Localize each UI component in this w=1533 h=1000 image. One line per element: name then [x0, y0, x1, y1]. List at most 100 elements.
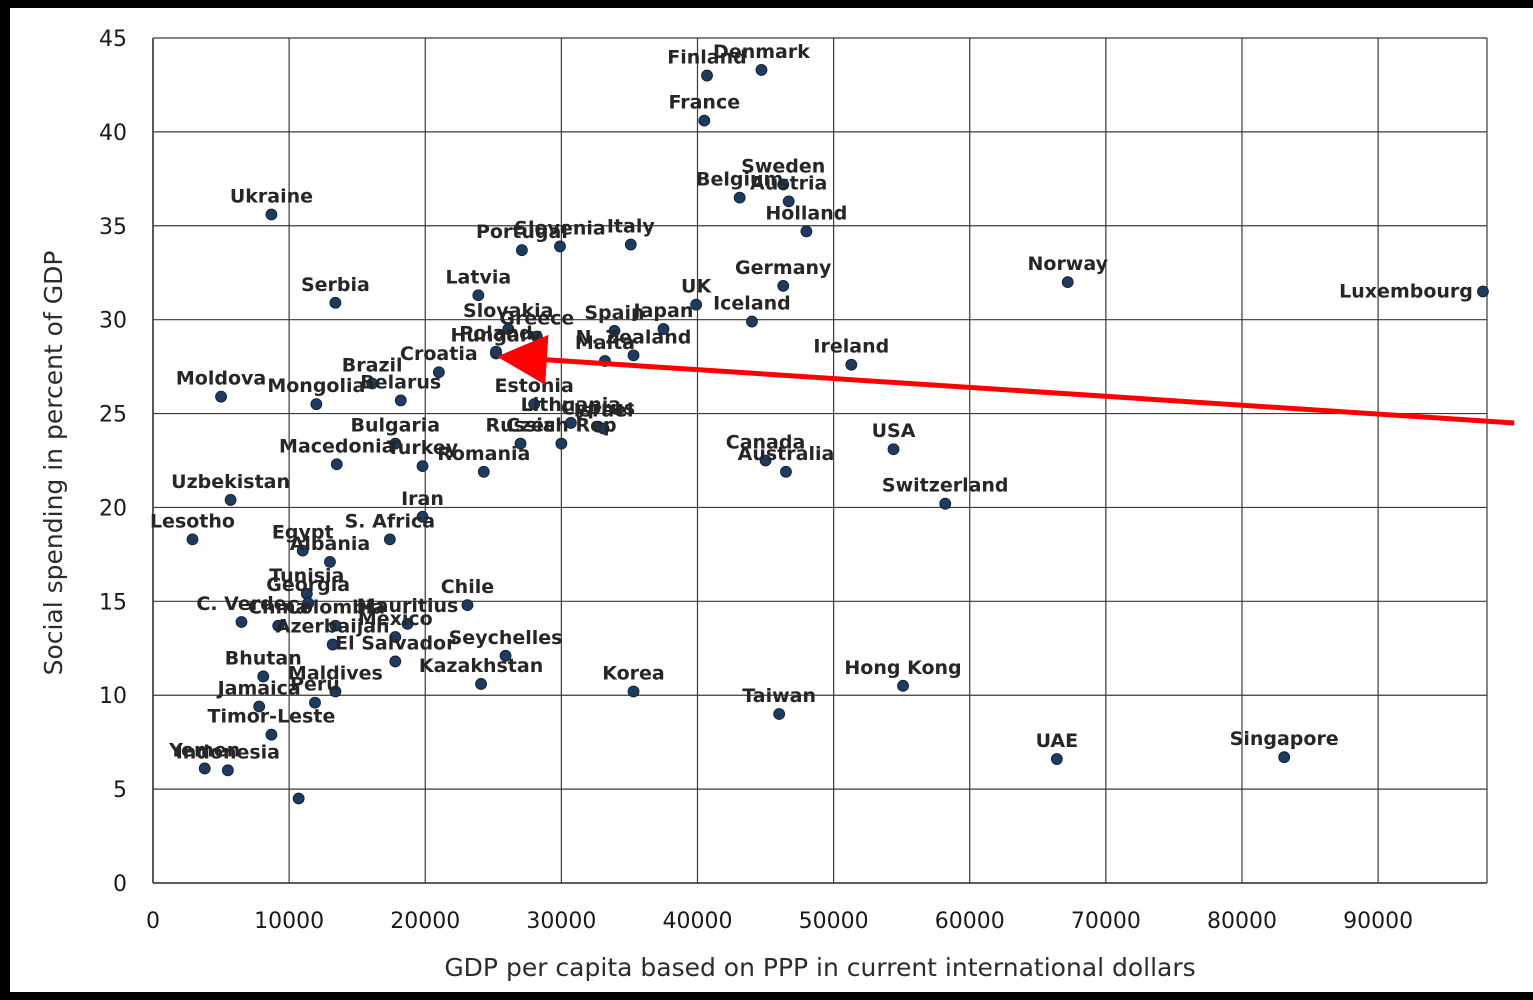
data-point — [475, 678, 487, 690]
point-label: Egypt — [272, 522, 334, 544]
data-point — [887, 443, 900, 456]
data-point — [253, 700, 266, 713]
point-label: Cyprus — [561, 398, 635, 420]
data-point — [502, 323, 515, 335]
data-point — [432, 366, 445, 379]
y-axis-title: Social spending in percent of GDP — [39, 251, 68, 676]
data-point — [366, 377, 379, 390]
point-label: Israel — [574, 400, 634, 422]
chart-area: 0 5 10 15 20 25 30 35 40 45 0 10000 20000 30000 40000 5… — [10, 8, 1533, 992]
data-point — [265, 728, 278, 741]
point-label: Seychelles — [449, 627, 563, 649]
data-point — [326, 638, 339, 651]
data-point — [1477, 285, 1489, 298]
data-point — [939, 497, 952, 510]
data-point — [528, 398, 541, 411]
point-label: Austria — [750, 172, 827, 194]
point-label: Poland — [459, 323, 532, 345]
data-point — [224, 494, 237, 506]
data-point — [690, 298, 703, 311]
data-point — [627, 349, 640, 362]
x-tick-label: 40000 — [662, 909, 732, 934]
data-point — [597, 422, 610, 435]
point-label: Moldova — [176, 368, 266, 390]
point-label: Chile — [441, 576, 494, 598]
red-arrow — [496, 334, 1515, 426]
data-point — [782, 195, 795, 208]
point-label: Indonesia — [176, 741, 280, 763]
point-label: Norway — [1027, 253, 1108, 275]
point-label: Iran — [401, 488, 444, 510]
point-label: Italy — [607, 216, 655, 238]
axes — [152, 38, 1488, 884]
data-point — [235, 616, 248, 628]
point-label: N. Zealand — [576, 326, 692, 348]
y-tick-label: 10 — [99, 684, 127, 709]
data-point — [257, 670, 270, 683]
data-point — [324, 556, 336, 568]
point-label: Romania — [437, 443, 530, 465]
point-label: Yemen — [168, 739, 240, 761]
point-label: Mauritius — [357, 595, 459, 617]
point-label: Belarus — [360, 371, 441, 393]
point-label: Hong Kong — [844, 657, 961, 679]
x-tick-label: 30000 — [526, 909, 596, 934]
data-point — [215, 390, 227, 403]
point-label: Finland — [667, 47, 746, 69]
data-point — [296, 544, 309, 557]
point-label: Japan — [632, 300, 694, 322]
data-point — [329, 685, 342, 698]
data-point — [416, 460, 429, 473]
point-label: Sweden — [741, 155, 825, 177]
point-label: Bhutan — [225, 647, 302, 669]
point-label: Macedonia — [279, 435, 394, 457]
point-label: Russia — [485, 415, 555, 437]
point-label: Peru — [290, 674, 340, 696]
y-tick-label: 40 — [99, 121, 127, 146]
data-point — [389, 631, 402, 643]
data-point — [477, 465, 490, 478]
point-label: Iceland — [713, 293, 791, 315]
y-tick-label: 45 — [99, 27, 127, 52]
point-label: Switzerland — [882, 475, 1009, 497]
x-tick-label: 10000 — [254, 909, 324, 934]
y-tick-label: 5 — [113, 778, 127, 803]
point-label: Denmark — [713, 41, 810, 63]
data-point — [755, 64, 768, 76]
data-point — [555, 437, 568, 450]
point-label: Brazil — [342, 355, 403, 377]
point-label: El Salvador — [335, 632, 456, 654]
data-point — [897, 679, 909, 692]
data-point — [186, 533, 199, 546]
point-label: Germany — [735, 257, 832, 279]
data-point — [514, 437, 527, 450]
point-label: Malta — [575, 332, 635, 354]
point-label: Timor-Leste — [207, 706, 335, 728]
data-point — [657, 323, 670, 335]
point-label: UAE — [1036, 730, 1079, 752]
x-tick-label: 0 — [146, 909, 160, 934]
data-point — [221, 764, 234, 777]
point-label: Bulgaria — [350, 415, 440, 437]
data-point — [627, 685, 640, 698]
point-label: Turkey — [387, 437, 459, 459]
data-point — [330, 458, 343, 471]
data-point — [777, 178, 790, 191]
data-point — [746, 315, 758, 328]
data-point — [698, 114, 711, 127]
point-label: Canada — [726, 432, 806, 454]
y-tick-label: 20 — [99, 496, 127, 521]
point-label: Holland — [765, 202, 847, 224]
data-point — [515, 244, 528, 257]
point-label: Ukraine — [230, 186, 313, 208]
point-label: Croatia — [400, 343, 478, 365]
data-point — [701, 69, 713, 82]
point-label: Korea — [602, 662, 665, 684]
x-tick-label: 90000 — [1343, 909, 1413, 934]
tick-labels: 0 5 10 15 20 25 30 35 40 45 0 10000 20000 30000 40000 5… — [99, 27, 1413, 934]
point-label: Colombia — [286, 597, 385, 619]
point-label: Slovakia — [463, 300, 553, 322]
point-label: Albania — [290, 533, 371, 555]
